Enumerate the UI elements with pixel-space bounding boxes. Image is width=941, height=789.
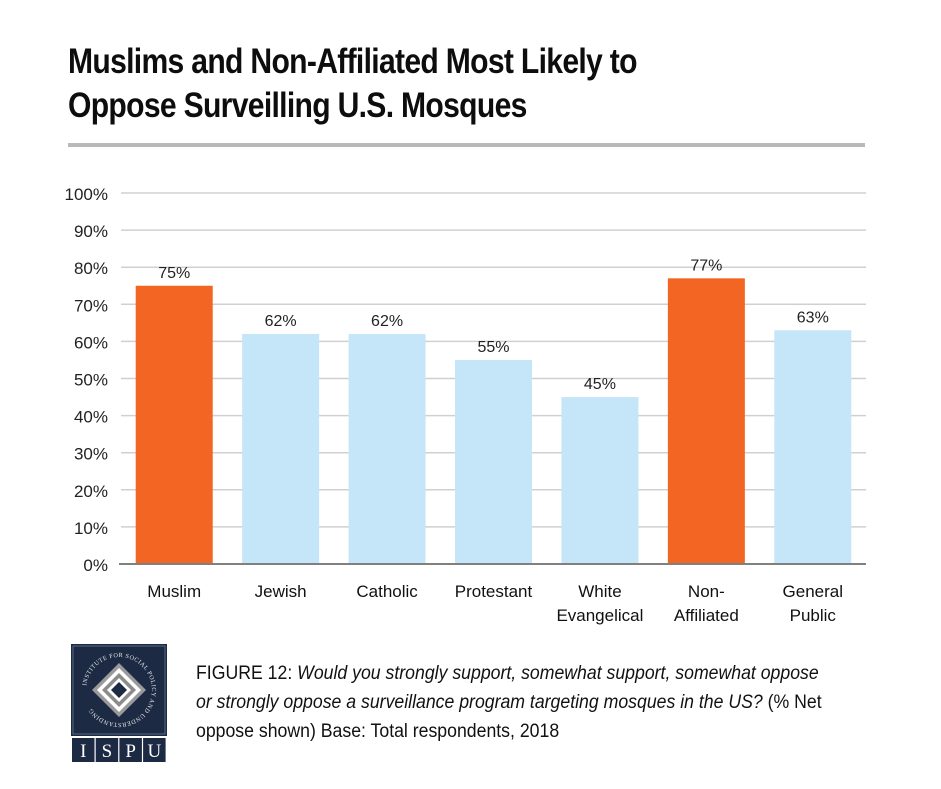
category-label: Affiliated (674, 606, 739, 625)
bar (561, 397, 639, 564)
data-label: 62% (371, 313, 403, 330)
bar-chart: 0% 10% 20% 30% 40% 50% 60% 70% 80% 90% 100% 75% 62%… (65, 185, 866, 625)
category-label: Evangelical (556, 606, 643, 625)
y-tick-label: 50% (74, 371, 108, 390)
category-label: White (578, 582, 621, 601)
logo-letter-box (119, 738, 142, 762)
logo-letter: U (147, 741, 161, 762)
ispu-logo: INSTITUTE FOR SOCIAL POLICY AND UNDERSTA… (71, 644, 167, 762)
logo-letter-box (143, 738, 166, 762)
y-tick-label: 20% (74, 482, 108, 501)
y-tick-label: 60% (74, 333, 108, 352)
data-label: 55% (477, 339, 509, 356)
y-tick-label: 70% (74, 296, 108, 315)
caption-note: (% Net oppose shown) Base: Total respond… (196, 692, 822, 742)
chart-title: Muslims and Non-Affiliated Most Likely t… (68, 40, 756, 128)
figure-label: FIGURE 12 (196, 663, 288, 684)
y-tick-label: 10% (74, 519, 108, 538)
data-labels: 75% 62% 62% 55% 45% 77% 63% (158, 257, 829, 393)
data-label: 45% (584, 376, 616, 393)
survey-question: Would you strongly support, somewhat sup… (196, 663, 819, 713)
y-tick-label: 30% (74, 445, 108, 464)
bar (135, 285, 213, 564)
title-divider (68, 143, 865, 147)
bar (667, 278, 745, 564)
category-label: Public (790, 606, 837, 625)
category-label: Protestant (455, 582, 533, 601)
data-label: 63% (797, 309, 829, 326)
bar (348, 333, 426, 564)
logo-letter: I (80, 741, 86, 762)
y-tick-label: 100% (65, 185, 108, 204)
y-tick-label: 40% (74, 408, 108, 427)
chart-title-line-2: Oppose Surveilling U.S. Mosques (68, 86, 527, 125)
logo-letter-box (95, 738, 119, 762)
y-tick-label: 90% (74, 222, 108, 241)
x-axis-category-labels: Muslim Jewish Catholic Protestant White Evang… (147, 582, 843, 625)
data-label: 77% (690, 257, 722, 274)
y-axis-tick-labels: 0% 10% 20% 30% 40% 50% 60% 70% 80% 90% 100% (65, 185, 108, 575)
bar (455, 359, 532, 564)
bars (135, 278, 852, 564)
category-label: Jewish (255, 582, 307, 601)
bar (242, 333, 320, 564)
logo-letter: S (102, 741, 113, 762)
y-tick-label: 80% (74, 259, 108, 278)
logo-letter: P (125, 741, 136, 762)
category-label: Catholic (356, 582, 418, 601)
data-label: 62% (265, 313, 297, 330)
diamond-icon (92, 663, 146, 717)
category-label: Non- (688, 582, 725, 601)
chart-title-line-1: Muslims and Non-Affiliated Most Likely t… (68, 42, 638, 81)
figure-caption: FIGURE 12: Would you strongly support, s… (196, 663, 822, 742)
category-label: General (783, 582, 843, 601)
bar (774, 330, 852, 564)
y-tick-label: 0% (83, 556, 108, 575)
data-label: 75% (158, 265, 190, 282)
logo-letter-box (72, 738, 95, 762)
category-label: Muslim (147, 582, 201, 601)
